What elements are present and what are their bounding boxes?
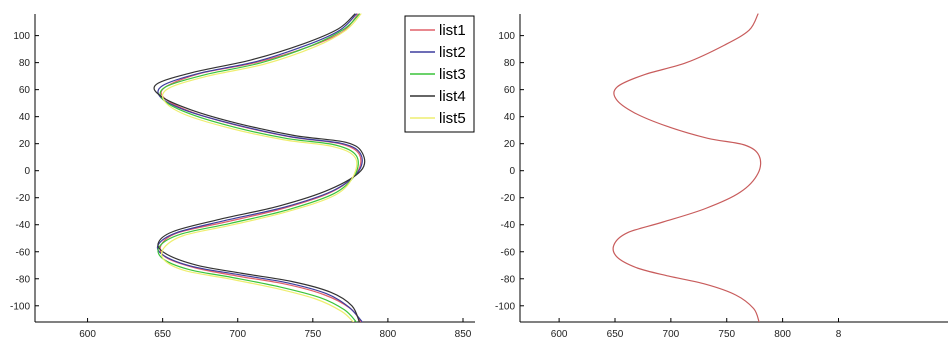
x-tick-label: 600 — [551, 329, 568, 340]
legend-label-list2: list2 — [439, 44, 466, 61]
legend-label-list4: list4 — [439, 88, 466, 105]
y-tick-label: 80 — [19, 58, 31, 69]
legend-label-list3: list3 — [439, 66, 466, 83]
right-plot: -100 -80 -60 -40 -20 0 20 40 60 80 100 600 650 700 750… — [495, 13, 948, 340]
x-tick-label: 750 — [718, 329, 735, 340]
y-tick-label: -60 — [501, 247, 516, 258]
y-tick-label: 0 — [509, 166, 515, 177]
y-tick-label: 20 — [19, 139, 31, 150]
legend-label-list1: list1 — [439, 22, 466, 39]
x-tick-label: 700 — [663, 329, 680, 340]
series-group — [153, 13, 366, 322]
y-tick-label: -40 — [16, 220, 31, 231]
y-tick-label: 80 — [504, 58, 516, 69]
x-tick-label: 650 — [607, 329, 624, 340]
y-tick-label: 60 — [504, 85, 516, 96]
y-tick-label: -40 — [501, 220, 516, 231]
y-tick-label: 40 — [19, 112, 31, 123]
x-tick-label: 700 — [229, 329, 246, 340]
y-tick-label: -60 — [16, 247, 31, 258]
y-tick-label: -20 — [16, 193, 31, 204]
series-line-list5 — [160, 13, 362, 322]
x-tick-label: 600 — [79, 329, 96, 340]
y-tick-label: -80 — [16, 274, 31, 285]
left-plot: -100 -80 -60 -40 -20 0 20 40 60 80 100 600 650 700 750… — [10, 13, 475, 340]
series-line-list3 — [157, 13, 360, 322]
legend-label-list5: list5 — [439, 110, 466, 127]
y-tick-label: -20 — [501, 193, 516, 204]
x-tick-label: 8 — [836, 329, 842, 340]
x-tick-label: 800 — [380, 329, 397, 340]
y-tick-label: -100 — [10, 301, 30, 312]
series-line-list2 — [156, 13, 363, 322]
y-tick-label: 40 — [504, 112, 516, 123]
legend: list1 list2 list3 list4 list5 — [404, 15, 475, 133]
x-tick-label: 750 — [304, 329, 321, 340]
y-tick-label: 60 — [19, 85, 31, 96]
x-tick-label: 800 — [774, 329, 791, 340]
y-tick-label: -80 — [501, 274, 516, 285]
y-tick-label: 100 — [498, 31, 515, 42]
y-tick-label: 20 — [504, 139, 516, 150]
y-tick-label: 100 — [13, 31, 30, 42]
y-tick-label: -100 — [495, 301, 515, 312]
series-group — [612, 13, 762, 322]
x-tick-label: 650 — [154, 329, 171, 340]
series-line-list4 — [153, 13, 366, 322]
series-line-series-1 — [612, 13, 762, 322]
x-tick-label: 850 — [455, 329, 472, 340]
y-tick-label: 0 — [24, 166, 30, 177]
